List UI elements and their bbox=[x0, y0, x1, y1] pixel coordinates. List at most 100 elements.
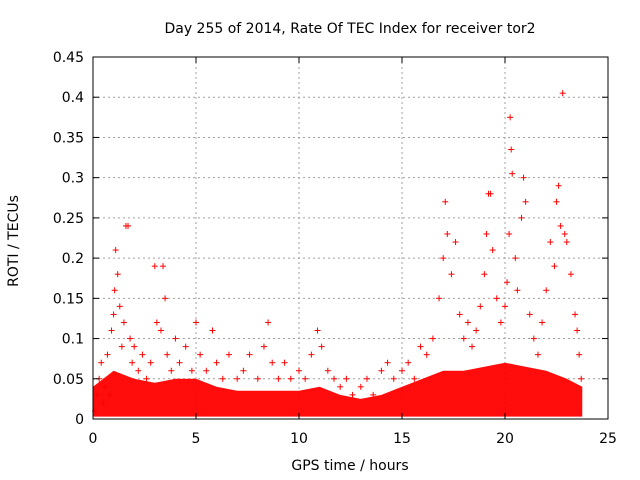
data-point bbox=[567, 271, 574, 278]
data-point bbox=[188, 367, 195, 374]
x-tick-label: 25 bbox=[599, 431, 617, 447]
data-point bbox=[481, 271, 488, 278]
data-point bbox=[551, 263, 558, 270]
data-point bbox=[240, 367, 247, 374]
data-point bbox=[357, 383, 364, 390]
data-point bbox=[254, 375, 261, 382]
data-point bbox=[440, 255, 447, 262]
data-point bbox=[460, 335, 467, 342]
data-point bbox=[539, 319, 546, 326]
data-point bbox=[108, 327, 115, 334]
data-point bbox=[502, 303, 508, 310]
y-tick-label: 0.4 bbox=[62, 90, 84, 106]
x-tick-label: 5 bbox=[192, 431, 201, 447]
data-point bbox=[543, 287, 550, 294]
x-axis-label: GPS time / hours bbox=[291, 458, 408, 474]
data-point bbox=[442, 198, 449, 205]
dense-data-band bbox=[93, 362, 583, 417]
data-point bbox=[296, 367, 302, 374]
data-point bbox=[102, 383, 109, 390]
data-point bbox=[135, 367, 142, 374]
data-point bbox=[469, 343, 476, 350]
data-point bbox=[378, 367, 385, 374]
data-point bbox=[331, 375, 338, 382]
data-point bbox=[203, 367, 210, 374]
data-point bbox=[509, 170, 516, 177]
y-tick-label: 0.2 bbox=[62, 251, 84, 267]
data-point bbox=[411, 375, 418, 382]
data-point bbox=[151, 263, 158, 270]
data-point bbox=[111, 287, 118, 294]
data-point bbox=[561, 230, 568, 237]
data-point bbox=[444, 230, 451, 237]
data-point bbox=[423, 351, 430, 358]
x-tick-label: 0 bbox=[89, 431, 98, 447]
data-point bbox=[209, 327, 216, 334]
data-point bbox=[160, 263, 167, 270]
x-tick-label: 15 bbox=[393, 431, 411, 447]
data-point bbox=[106, 391, 113, 398]
data-point bbox=[157, 327, 164, 334]
data-point bbox=[287, 375, 294, 382]
data-point bbox=[302, 375, 309, 382]
data-point bbox=[265, 319, 272, 326]
data-point bbox=[213, 359, 220, 366]
data-point bbox=[100, 399, 107, 406]
data-point bbox=[225, 351, 232, 358]
data-point bbox=[172, 335, 179, 342]
data-point bbox=[526, 311, 533, 318]
data-point bbox=[143, 375, 150, 382]
chart-title: Day 255 of 2014, Rate Of TEC Index for r… bbox=[164, 21, 535, 37]
y-tick-label: 0.3 bbox=[62, 171, 84, 187]
data-point bbox=[405, 359, 412, 366]
data-point bbox=[370, 391, 377, 398]
data-point bbox=[324, 367, 331, 374]
data-point bbox=[349, 391, 356, 398]
data-point bbox=[120, 319, 127, 326]
data-point bbox=[464, 319, 471, 326]
data-point bbox=[234, 375, 241, 382]
data-point bbox=[219, 375, 226, 382]
data-point bbox=[337, 383, 344, 390]
data-point bbox=[260, 343, 267, 350]
x-tick-label: 10 bbox=[290, 431, 308, 447]
y-tick-label: 0.45 bbox=[53, 50, 84, 66]
y-tick-label: 0.05 bbox=[53, 372, 84, 388]
data-point bbox=[534, 351, 541, 358]
data-point bbox=[153, 319, 160, 326]
data-point bbox=[522, 198, 529, 205]
data-point bbox=[417, 343, 424, 350]
data-point bbox=[473, 327, 480, 334]
axes: 0 0.05 0.1 0.15 0.2 0.25 0.3 0.35 0.4 0.45 0 5 10 15 2… bbox=[53, 50, 617, 447]
data-point bbox=[110, 311, 117, 318]
data-point bbox=[518, 214, 525, 221]
data-points bbox=[92, 90, 585, 414]
data-point bbox=[563, 239, 570, 246]
data-point bbox=[574, 327, 581, 334]
data-point bbox=[436, 295, 443, 302]
data-point bbox=[572, 311, 579, 318]
data-point bbox=[125, 222, 132, 229]
y-axis-label: ROTI / TECUs bbox=[6, 195, 22, 287]
data-point bbox=[477, 303, 484, 310]
data-point bbox=[104, 351, 111, 358]
data-point bbox=[176, 359, 183, 366]
data-point bbox=[487, 190, 494, 197]
data-point bbox=[168, 367, 175, 374]
data-point bbox=[343, 375, 350, 382]
x-tick-label: 20 bbox=[496, 431, 514, 447]
data-point bbox=[131, 343, 138, 350]
dense-point-cloud bbox=[93, 362, 583, 417]
data-point bbox=[182, 343, 189, 350]
data-point bbox=[129, 359, 136, 366]
data-point bbox=[489, 247, 496, 254]
data-point bbox=[193, 319, 199, 326]
data-point bbox=[390, 375, 397, 382]
data-point bbox=[448, 271, 455, 278]
data-point bbox=[507, 114, 514, 121]
data-point bbox=[576, 351, 583, 358]
data-point bbox=[384, 359, 391, 366]
y-tick-label: 0.25 bbox=[53, 211, 84, 227]
data-point bbox=[127, 335, 134, 342]
data-point bbox=[318, 343, 325, 350]
